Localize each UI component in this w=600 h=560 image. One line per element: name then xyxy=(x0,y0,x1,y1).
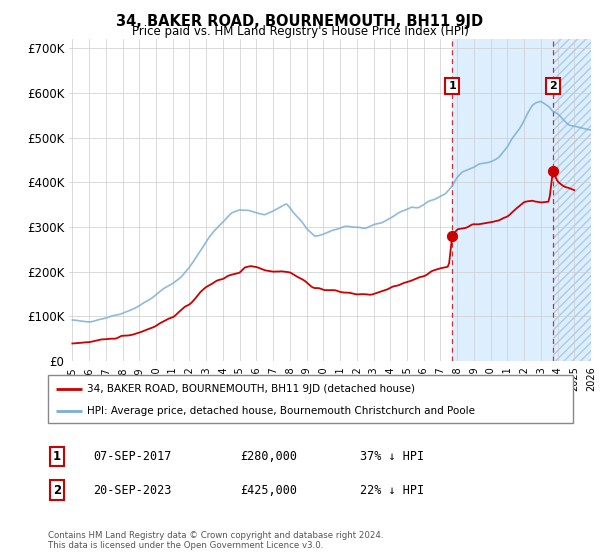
FancyBboxPatch shape xyxy=(48,375,573,423)
Text: 34, BAKER ROAD, BOURNEMOUTH, BH11 9JD (detached house): 34, BAKER ROAD, BOURNEMOUTH, BH11 9JD (d… xyxy=(88,384,415,394)
Text: 22% ↓ HPI: 22% ↓ HPI xyxy=(360,483,424,497)
Point xyxy=(448,231,457,240)
Bar xyxy=(553,39,591,361)
Bar xyxy=(452,39,553,361)
Text: £425,000: £425,000 xyxy=(240,483,297,497)
Text: 37% ↓ HPI: 37% ↓ HPI xyxy=(360,450,424,463)
Text: 34, BAKER ROAD, BOURNEMOUTH, BH11 9JD: 34, BAKER ROAD, BOURNEMOUTH, BH11 9JD xyxy=(116,14,484,29)
Point xyxy=(548,167,557,176)
Text: 07-SEP-2017: 07-SEP-2017 xyxy=(93,450,172,463)
Text: 20-SEP-2023: 20-SEP-2023 xyxy=(93,483,172,497)
Text: 1: 1 xyxy=(448,81,456,91)
Text: 1: 1 xyxy=(53,450,61,463)
Text: Price paid vs. HM Land Registry's House Price Index (HPI): Price paid vs. HM Land Registry's House … xyxy=(131,25,469,38)
Text: 2: 2 xyxy=(549,81,557,91)
Text: HPI: Average price, detached house, Bournemouth Christchurch and Poole: HPI: Average price, detached house, Bour… xyxy=(88,407,475,417)
Text: 2: 2 xyxy=(53,483,61,497)
Text: Contains HM Land Registry data © Crown copyright and database right 2024.
This d: Contains HM Land Registry data © Crown c… xyxy=(48,530,383,550)
Text: £280,000: £280,000 xyxy=(240,450,297,463)
